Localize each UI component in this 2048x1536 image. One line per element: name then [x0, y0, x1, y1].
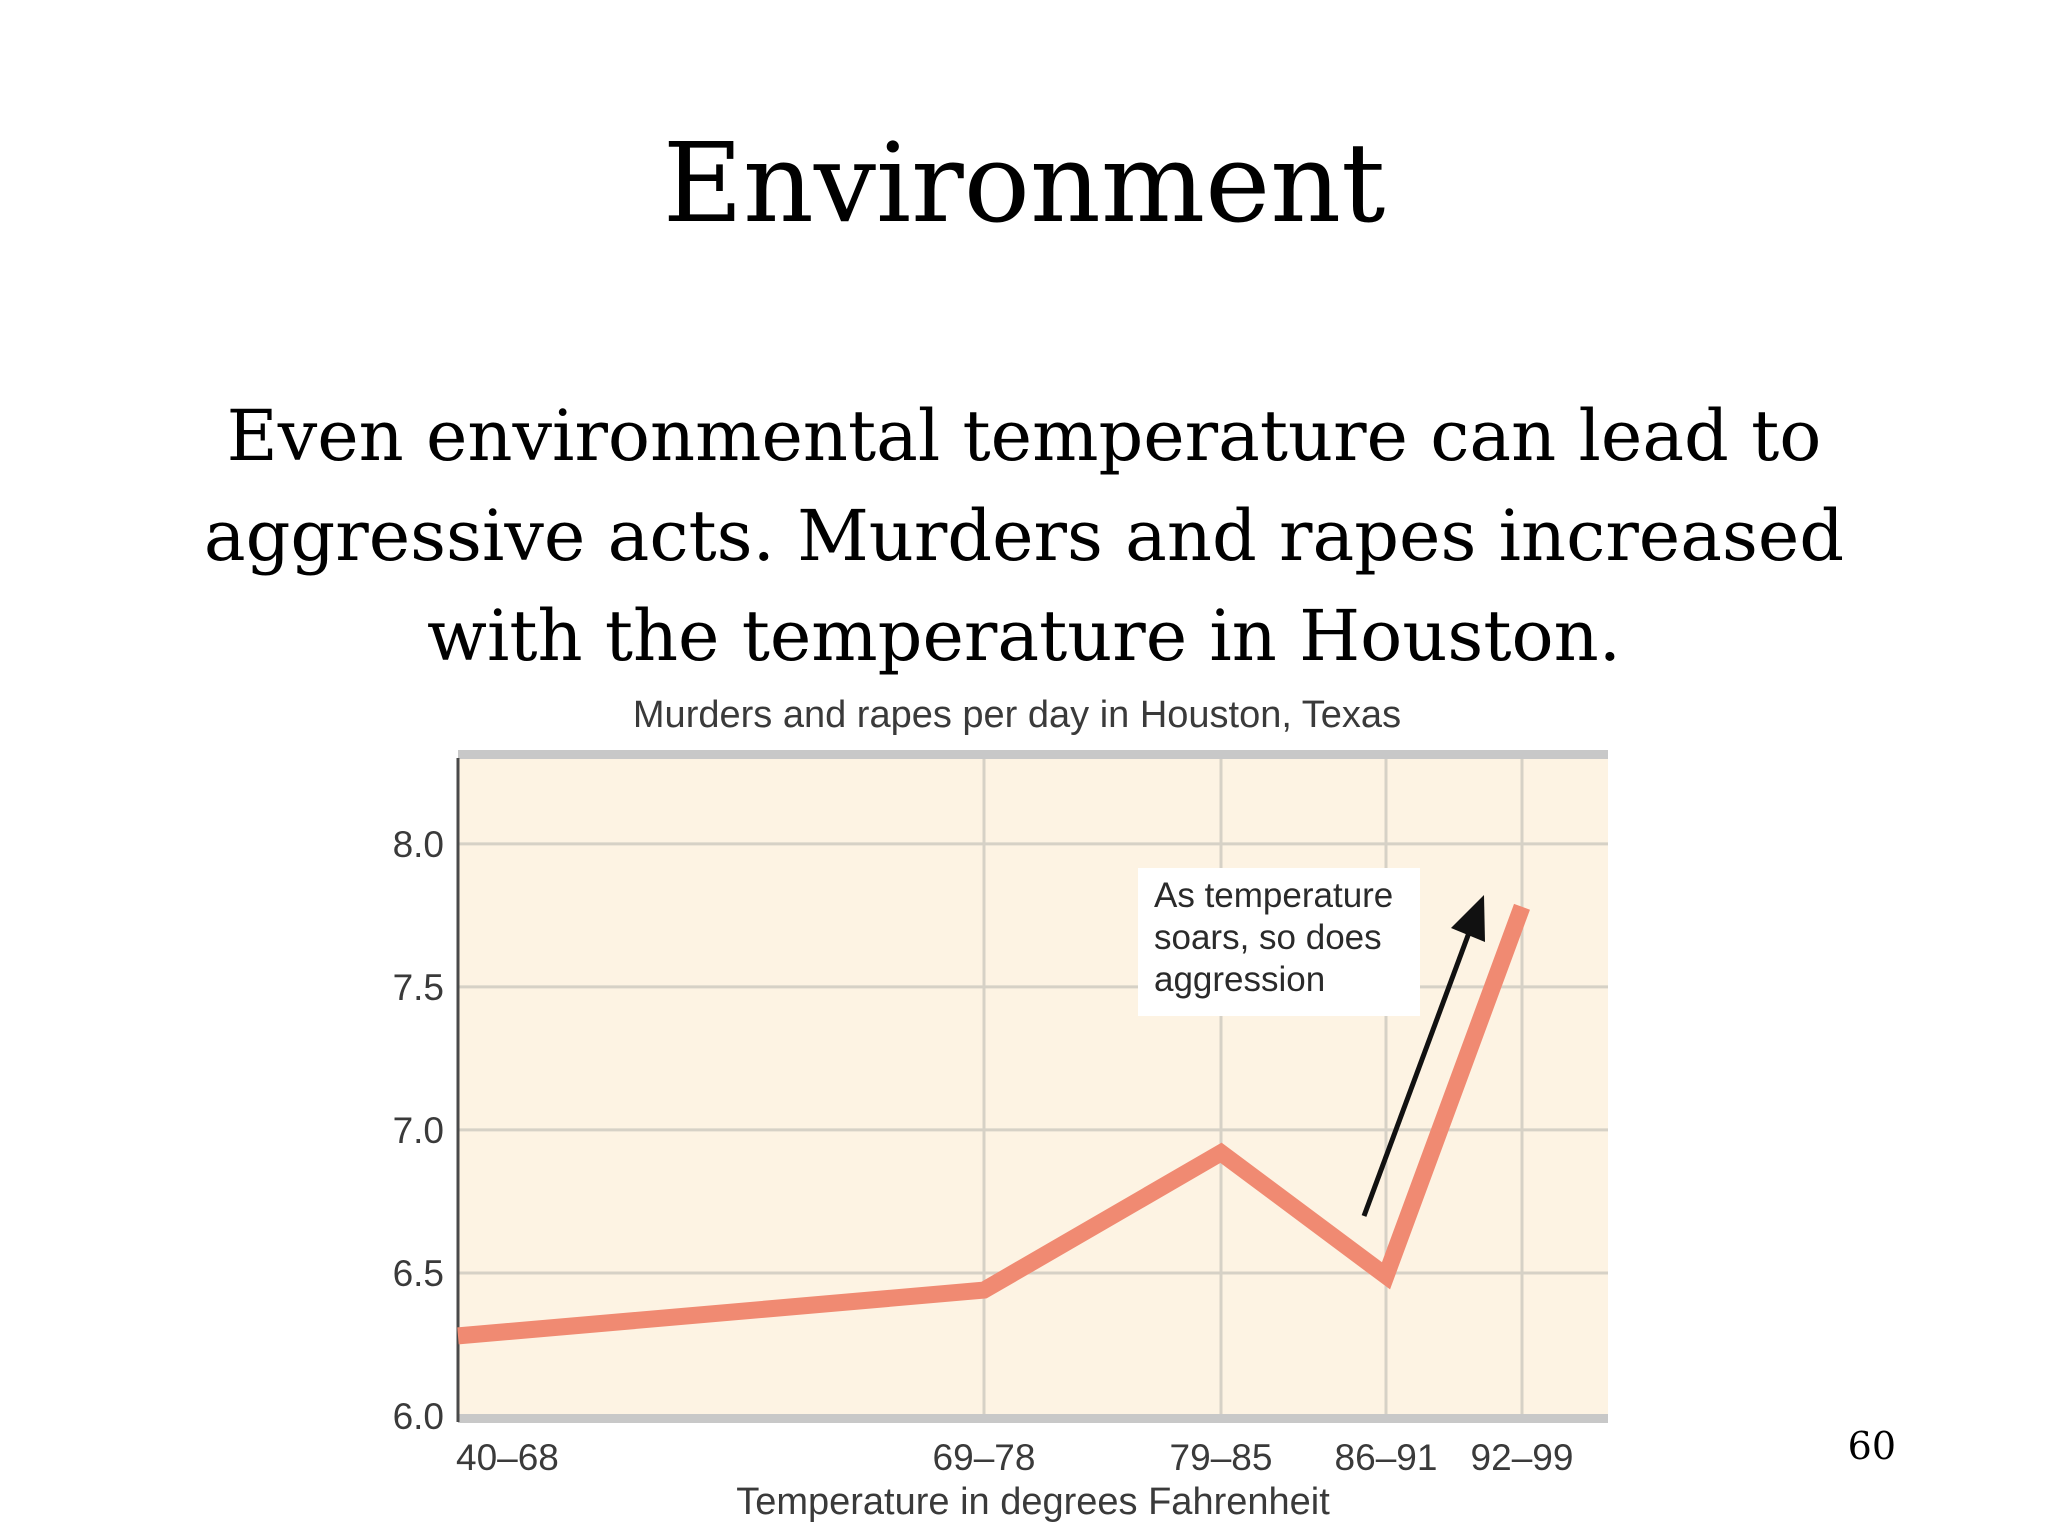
- annotation-line-3: aggression: [1154, 960, 1325, 999]
- slide-body-text: Even environmental temperature can lead …: [150, 386, 1898, 686]
- arrow-head: [1451, 895, 1485, 942]
- trend-arrow: [1361, 895, 1485, 1217]
- body-line-1: Even environmental temperature can lead …: [226, 395, 1822, 477]
- slide-title: Environment: [662, 119, 1386, 247]
- plot-top-border: [458, 750, 1608, 759]
- plot-area: [458, 758, 1608, 1416]
- plot-bottom-border: [458, 1414, 1608, 1423]
- annotation-box: [1138, 868, 1420, 1016]
- y-axis-ticks: 6.0 6.5 7.0 7.5 8.0: [393, 824, 444, 1437]
- annotation-text: As temperature soars, so does aggression: [1154, 876, 1403, 999]
- body-line-3: with the temperature in Houston.: [427, 595, 1621, 677]
- arrow-shaft: [1361, 929, 1473, 1217]
- y-tick-label: 7.5: [393, 967, 444, 1008]
- x-tick-label: 79–85: [1170, 1437, 1273, 1478]
- y-tick-label: 6.5: [393, 1253, 444, 1294]
- grid: [458, 758, 1608, 1416]
- x-tick-label: 86–91: [1335, 1437, 1438, 1478]
- chart-title: Murders and rapes per day in Houston, Te…: [633, 694, 1401, 736]
- x-tick-label: 92–99: [1471, 1437, 1574, 1478]
- x-tick-label: 40–68: [456, 1437, 559, 1478]
- y-tick-label: 8.0: [393, 824, 444, 865]
- body-line-2: aggressive acts. Murders and rapes incre…: [203, 495, 1845, 577]
- y-tick-label: 7.0: [393, 1110, 444, 1151]
- annotation-line-2: soars, so does: [1154, 918, 1382, 957]
- x-tick-label: 69–78: [933, 1437, 1036, 1478]
- y-tick-label: 6.0: [393, 1396, 444, 1437]
- series-points: [457, 906, 1523, 1336]
- x-axis-ticks: 40–68 69–78 79–85 86–91 92–99: [456, 1437, 1573, 1478]
- annotation-line-1: As temperature: [1154, 876, 1393, 915]
- page-number: 60: [1847, 1424, 1896, 1468]
- x-axis-label: Temperature in degrees Fahrenheit: [736, 1481, 1330, 1523]
